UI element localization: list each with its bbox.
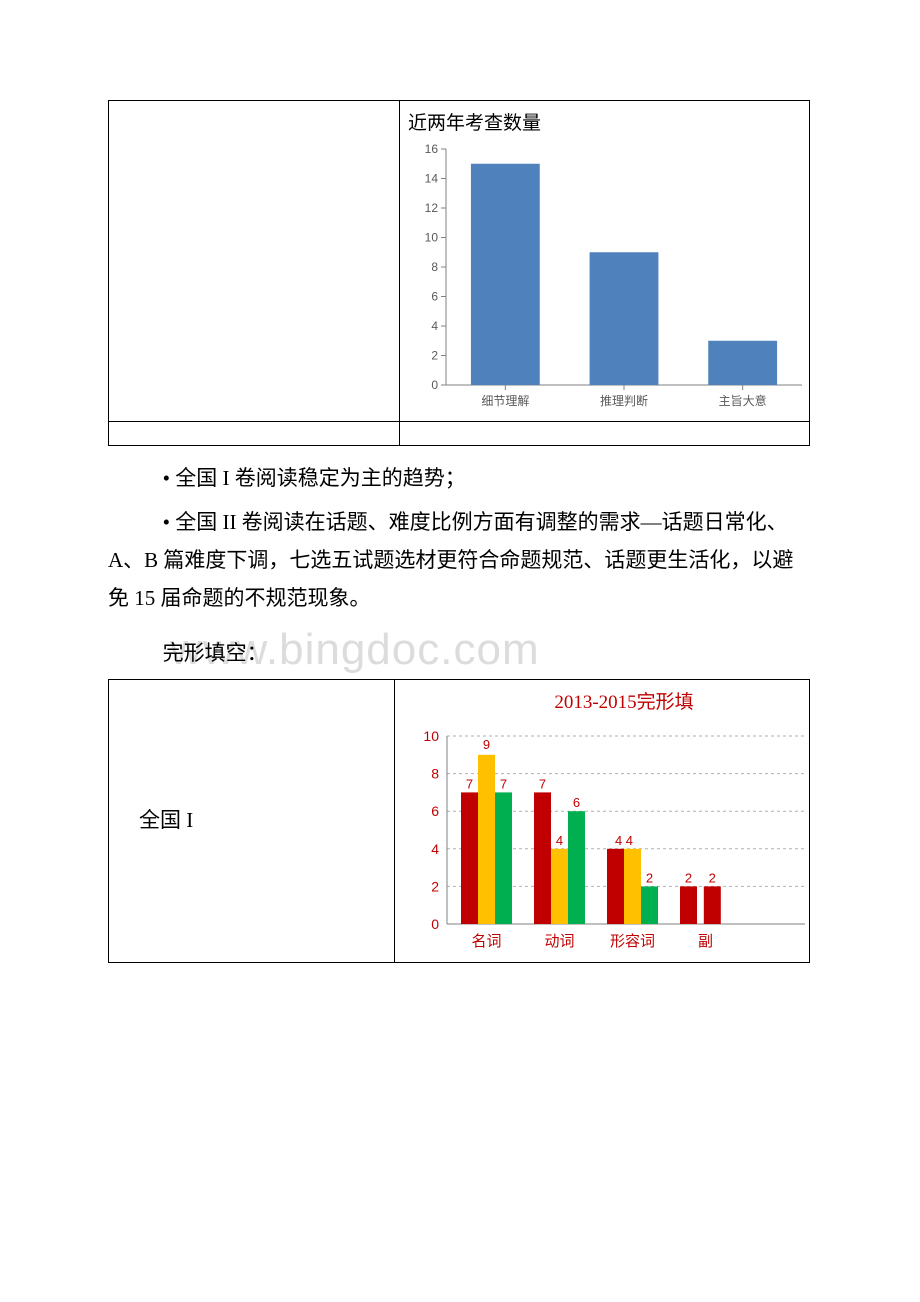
chart2-title: 2013-2015完形填 bbox=[443, 686, 805, 720]
svg-text:主旨大意: 主旨大意 bbox=[719, 393, 767, 408]
table1-bottom-right bbox=[400, 422, 810, 446]
table1-chart-cell: 近两年考查数量 0 2 4 6 8 10 12 14 16 细节理解 推理判断 主旨大意 bbox=[400, 101, 810, 422]
svg-text:7: 7 bbox=[466, 777, 473, 792]
svg-text:6: 6 bbox=[431, 804, 439, 820]
section-heading-cloze: 完形填空： bbox=[108, 635, 812, 673]
svg-text:0: 0 bbox=[431, 916, 439, 932]
svg-text:2: 2 bbox=[709, 871, 716, 886]
svg-text:4: 4 bbox=[431, 319, 438, 333]
svg-text:副: 副 bbox=[698, 933, 713, 950]
svg-text:2: 2 bbox=[646, 871, 653, 886]
svg-text:2: 2 bbox=[431, 879, 439, 895]
svg-text:4: 4 bbox=[556, 833, 563, 848]
svg-text:6: 6 bbox=[573, 796, 580, 811]
svg-text:10: 10 bbox=[425, 231, 439, 245]
svg-text:形容词: 形容词 bbox=[610, 933, 655, 950]
chart1-bar-chart: 0 2 4 6 8 10 12 14 16 细节理解 推理判断 主旨大意 bbox=[408, 143, 804, 413]
svg-text:16: 16 bbox=[425, 143, 439, 156]
table-chart1: 近两年考查数量 0 2 4 6 8 10 12 14 16 细节理解 推理判断 主旨大意 bbox=[108, 100, 810, 446]
svg-text:10: 10 bbox=[423, 728, 439, 744]
svg-text:2: 2 bbox=[685, 871, 692, 886]
svg-text:8: 8 bbox=[431, 260, 438, 274]
table1-bottom-left bbox=[109, 422, 400, 446]
svg-text:4 4: 4 4 bbox=[615, 833, 633, 848]
svg-text:7: 7 bbox=[500, 777, 507, 792]
svg-text:9: 9 bbox=[483, 737, 490, 752]
svg-text:推理判断: 推理判断 bbox=[600, 393, 648, 408]
svg-text:8: 8 bbox=[431, 766, 439, 782]
svg-text:细节理解: 细节理解 bbox=[481, 394, 529, 408]
svg-text:动词: 动词 bbox=[544, 933, 574, 950]
chart1-title: 近两年考查数量 bbox=[408, 107, 805, 141]
paragraph-1: • 全国 I 卷阅读稳定为主的趋势； bbox=[108, 460, 812, 498]
svg-text:2: 2 bbox=[431, 349, 438, 363]
chart2-grouped-bar-chart: 0 2 4 6 8 10 名词 动词 形容词 副 7 9 7 7 6 4 4 4 2 2 2 bbox=[403, 724, 805, 954]
svg-text:12: 12 bbox=[425, 201, 439, 215]
svg-text:14: 14 bbox=[425, 172, 439, 186]
svg-text:名词: 名词 bbox=[471, 933, 501, 950]
table1-left-cell bbox=[109, 101, 400, 422]
svg-text:0: 0 bbox=[431, 378, 438, 392]
svg-text:4: 4 bbox=[431, 841, 439, 857]
paragraph-2: • 全国 II 卷阅读在话题、难度比例方面有调整的需求—话题日常化、A、B 篇难… bbox=[108, 504, 812, 617]
svg-text:6: 6 bbox=[431, 290, 438, 304]
table2-label-cell: 全国 I bbox=[109, 680, 395, 963]
table2-chart-cell: 2013-2015完形填 0 2 4 6 8 10 名词 动词 形容词 副 7 9 7 7 6 4 4 4 2 2 2 bbox=[395, 680, 810, 963]
svg-text:7: 7 bbox=[539, 777, 546, 792]
table-chart2: 全国 I 2013-2015完形填 0 2 4 6 8 10 名词 动词 形容词 副 7 9 7 7 6 4 4… bbox=[108, 679, 810, 963]
